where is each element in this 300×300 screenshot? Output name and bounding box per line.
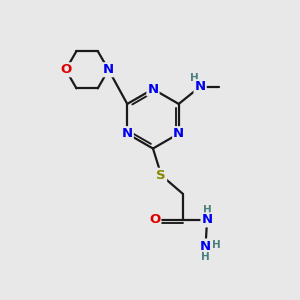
Text: N: N <box>103 63 114 76</box>
Text: N: N <box>122 127 133 140</box>
Text: H: H <box>203 205 212 215</box>
Text: S: S <box>157 169 166 182</box>
Text: N: N <box>147 82 158 96</box>
Text: H: H <box>190 73 199 83</box>
Text: N: N <box>194 80 206 93</box>
Text: N: N <box>173 127 184 140</box>
Text: N: N <box>200 239 211 253</box>
Text: N: N <box>202 213 213 226</box>
Text: H: H <box>212 240 221 250</box>
Text: H: H <box>201 252 209 262</box>
Text: O: O <box>149 213 160 226</box>
Text: O: O <box>60 63 71 76</box>
